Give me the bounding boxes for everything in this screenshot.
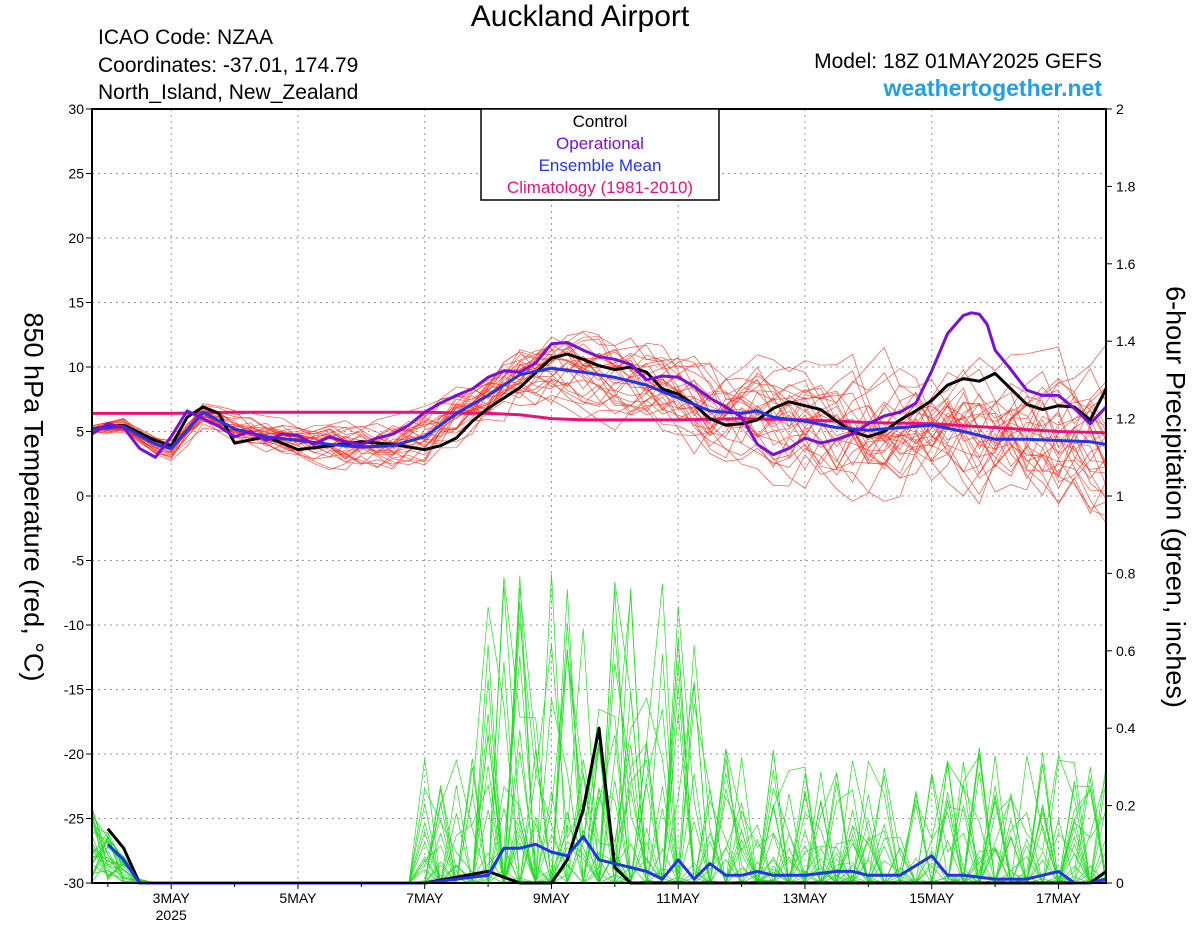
- series-lines: [91, 311, 1108, 885]
- grid: [92, 109, 1106, 883]
- y2-tick-label: 0.6: [1116, 643, 1136, 659]
- x-tick-label: 5MAY: [279, 890, 317, 906]
- icao-code: ICAO Code: NZAA: [98, 26, 274, 49]
- y-tick-label: -15: [64, 682, 84, 698]
- legend-entry: Ensemble Mean: [539, 156, 662, 175]
- y2-tick-label: 2: [1116, 101, 1124, 117]
- member-temp-line: [91, 354, 1107, 466]
- y2-tick-label: 0.4: [1116, 720, 1136, 736]
- y2-tick-label: 1.2: [1116, 411, 1136, 427]
- member-temp-line: [91, 367, 1107, 479]
- member-precip-line: [91, 637, 1107, 884]
- y2-tick-label: 1.8: [1116, 178, 1136, 194]
- member-temp-line: [91, 352, 1107, 489]
- y-tick-label: 0: [76, 488, 84, 504]
- x-tick-label: 17MAY: [1036, 890, 1082, 906]
- y-tick-label: 30: [68, 101, 84, 117]
- legend-entry: Control: [573, 112, 628, 131]
- legend: Control Operational Ensemble Mean Climatolo…: [480, 108, 720, 201]
- y-tick-label: 20: [68, 230, 84, 246]
- member-precip-line: [91, 645, 1107, 884]
- x-year-label: 2025: [156, 907, 187, 923]
- y-tick-label: 5: [76, 424, 84, 440]
- y-tick-label: -30: [64, 875, 84, 891]
- legend-entry: Climatology (1981-2010): [507, 178, 693, 197]
- x-tick-label: 7MAY: [406, 890, 444, 906]
- y-tick-label: 10: [68, 359, 84, 375]
- y-tick-label: -20: [64, 746, 84, 762]
- y-tick-label: 15: [68, 295, 84, 311]
- member-precip-line: [91, 648, 1107, 885]
- site-link[interactable]: weathertogether.net: [883, 75, 1102, 101]
- member-precip-line: [91, 644, 1106, 885]
- precip-series-control: [106, 726, 1107, 885]
- x-tick-label: 11MAY: [656, 890, 700, 906]
- member-precip-line: [91, 650, 1106, 884]
- member-temp-line: [91, 360, 1107, 483]
- member-temp-line: [91, 344, 1107, 480]
- y-tick-label: 25: [68, 166, 84, 182]
- y-tick-label: -10: [64, 617, 84, 633]
- chart-title: Auckland Airport: [470, 0, 690, 33]
- model-run: Model: 18Z 01MAY2025 GEFS: [814, 50, 1102, 73]
- ensemble-members: [91, 330, 1107, 523]
- temp-series-control: [91, 352, 1108, 452]
- plot-frame: [91, 108, 1107, 884]
- member-temp-line: [91, 355, 1107, 474]
- x-tick-label: 9MAY: [533, 890, 571, 906]
- x-tick-label: 3MAY: [153, 890, 191, 906]
- coordinates: Coordinates: -37.01, 174.79: [98, 54, 359, 77]
- axes: 302520151050-5-10-15-20-25-3021.81.61.41…: [64, 101, 1136, 923]
- y2-tick-label: 1: [1116, 488, 1124, 504]
- y2-tick-label: 0.8: [1116, 565, 1136, 581]
- x-tick-label: 15MAY: [909, 890, 955, 906]
- region: North_Island, New_Zealand: [98, 81, 359, 104]
- y2-tick-label: 1.6: [1116, 256, 1136, 272]
- y2-tick-label: 0.2: [1116, 798, 1136, 814]
- y2-tick-label: 0: [1116, 875, 1124, 891]
- temp-series-operational: [91, 311, 1108, 459]
- legend-entry: Operational: [556, 134, 644, 153]
- y2-tick-label: 1.4: [1116, 333, 1136, 349]
- x-tick-label: 13MAY: [783, 890, 829, 906]
- legend-box: [480, 108, 720, 201]
- y-tick-label: -25: [64, 811, 84, 827]
- y-tick-label: -5: [72, 553, 85, 569]
- member-temp-line: [91, 340, 1107, 486]
- precip-series-ensemble-mean: [106, 835, 1107, 885]
